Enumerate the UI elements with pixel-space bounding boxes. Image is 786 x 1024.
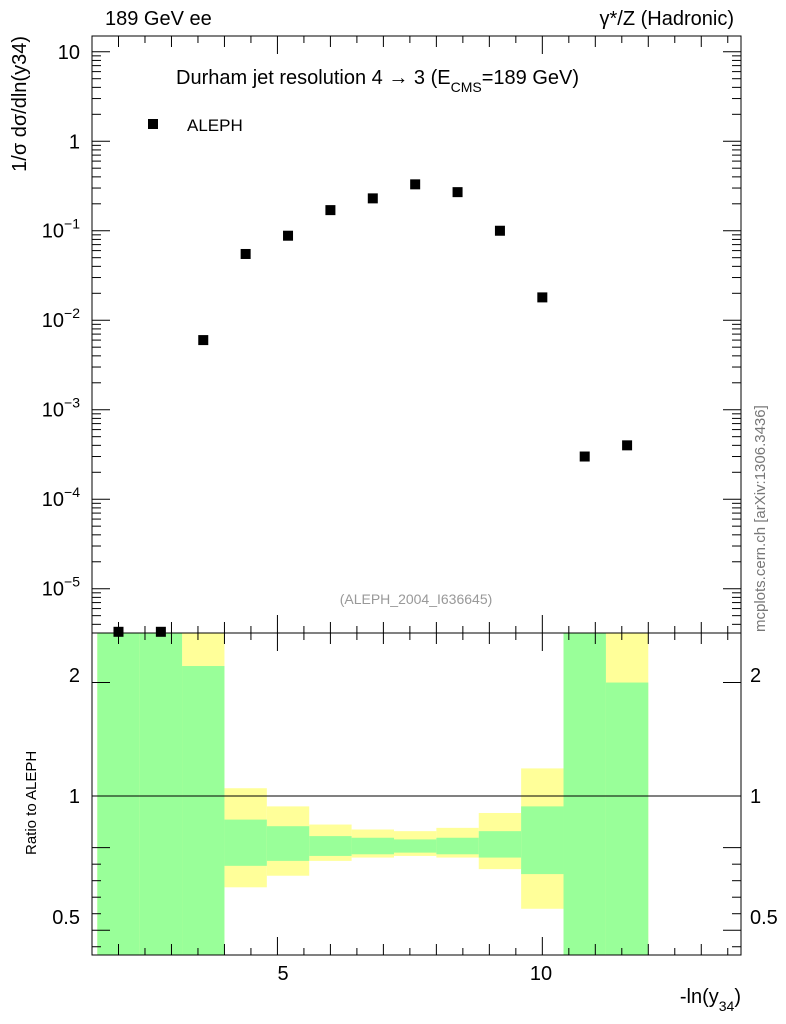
ratio-ytick-1-left: 1 — [69, 786, 80, 808]
plot-title: Durham jet resolution 4 → 3 (ECMS=189 Ge… — [176, 67, 579, 95]
main-ytick-label-3: 10−2 — [42, 305, 80, 332]
data-point-10 — [537, 292, 548, 303]
data-point-9 — [494, 225, 505, 236]
data-point-12 — [622, 440, 633, 451]
main-ytick-label-4: 10−3 — [42, 395, 80, 422]
main-ytick-label-2: 10−1 — [42, 216, 80, 243]
band-stat-bin-9 — [478, 831, 522, 858]
band-stat-bin-0 — [97, 633, 140, 955]
main-y-tick-labels: 10 1 10−1 10−2 10−3 10−4 10−5 — [42, 42, 80, 601]
ratio-band-stat — [97, 633, 649, 955]
data-point-6 — [367, 193, 378, 204]
ratio-y-axis-label: Ratio to ALEPH — [23, 751, 40, 855]
ratio-frame — [91, 632, 742, 956]
ratio-ytick-05-left: 0.5 — [52, 907, 80, 929]
data-point-4 — [283, 230, 294, 241]
data-point-5 — [325, 205, 336, 216]
band-stat-bin-12 — [605, 682, 649, 955]
main-ytick-label-0: 10 — [58, 42, 80, 64]
legend-label-aleph: ALEPH — [187, 116, 243, 135]
band-stat-bin-5 — [309, 836, 352, 856]
header-energy: 189 GeV ee — [105, 8, 212, 30]
analysis-id: (ALEPH_2004_I636645) — [340, 591, 493, 607]
axis-ticks — [92, 36, 741, 955]
ratio-ytick-2-right: 2 — [750, 665, 761, 687]
main-ytick-label-6: 10−5 — [42, 574, 80, 601]
main-ytick-label-1: 1 — [69, 131, 80, 153]
band-stat-bin-3 — [224, 819, 267, 866]
band-stat-bin-11 — [563, 633, 606, 955]
side-credit: mcplots.cern.ch [arXiv:1306.3436] — [752, 405, 769, 632]
band-stat-bin-4 — [266, 826, 310, 861]
xtick-5: 5 — [277, 963, 288, 985]
data-point-1 — [155, 626, 166, 637]
band-stat-bin-2 — [182, 666, 225, 955]
band-stat-bin-7 — [393, 839, 437, 853]
x-axis-label: -ln(y34) — [680, 986, 741, 1014]
header-process: γ*/Z (Hadronic) — [599, 8, 734, 30]
data-point-2 — [198, 335, 209, 346]
band-stat-bin-6 — [351, 837, 394, 855]
data-point-3 — [240, 248, 251, 259]
ratio-ytick-2-left: 2 — [69, 665, 80, 687]
band-stat-bin-10 — [521, 806, 564, 875]
band-stat-bin-8 — [436, 837, 479, 855]
data-point-11 — [579, 451, 590, 462]
ratio-ytick-1-right: 1 — [750, 786, 761, 808]
data-point-0 — [113, 626, 124, 637]
data-point-8 — [452, 187, 463, 198]
band-stat-bin-1 — [139, 633, 183, 955]
data-point-7 — [410, 179, 421, 190]
legend-marker-aleph — [148, 119, 158, 129]
main-y-axis-label: 1/σ dσ/dln(y34) — [9, 36, 31, 172]
data-markers — [113, 179, 633, 637]
xtick-10: 10 — [530, 963, 552, 985]
main-ytick-label-5: 10−4 — [42, 484, 80, 511]
ratio-ytick-05-right: 0.5 — [750, 907, 778, 929]
